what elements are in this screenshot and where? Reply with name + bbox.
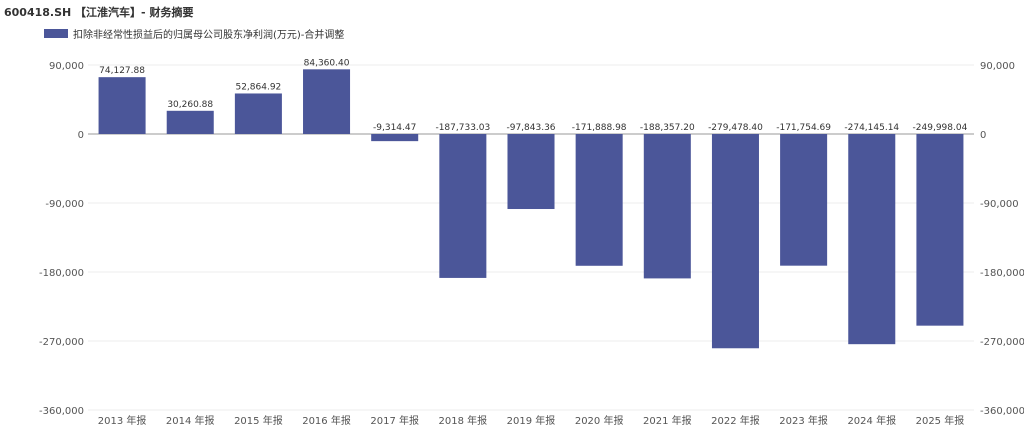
x-tick-label: 2014 年报 [166, 414, 215, 427]
x-tick-label: 2025 年报 [916, 414, 965, 427]
bar [916, 134, 964, 326]
x-tick-label: 2013 年报 [98, 414, 147, 427]
chart-title: 600418.SH 【江淮汽车】- 财务摘要 [4, 6, 194, 19]
y-tick-label-right: -90,000 [980, 199, 1019, 210]
y-tick-label-right: -180,000 [980, 268, 1024, 279]
data-label: -279,478.40 [708, 123, 763, 133]
bar [439, 134, 487, 278]
data-label: -171,754.69 [776, 123, 831, 133]
x-tick-label: 2017 年报 [370, 414, 419, 427]
bar [371, 134, 419, 142]
x-tick-label: 2020 年报 [575, 414, 624, 427]
bar [303, 69, 351, 134]
x-tick-label: 2015 年报 [234, 414, 283, 427]
data-label: -249,998.04 [913, 123, 968, 133]
y-tick-label-left: -180,000 [39, 268, 84, 279]
y-tick-label-left: 90,000 [49, 61, 84, 72]
bar [166, 110, 214, 134]
legend-swatch [44, 29, 68, 38]
y-tick-label-left: 0 [78, 130, 84, 141]
x-tick-label: 2016 年报 [302, 414, 351, 427]
bar [711, 134, 759, 349]
bar [234, 93, 282, 134]
data-label: -9,314.47 [373, 123, 416, 133]
chart-legend[interactable]: 扣除非经常性损益后的归属母公司股东净利润(万元)-合并调整 [44, 26, 344, 41]
bar [780, 134, 828, 266]
data-label: -171,888.98 [572, 123, 627, 133]
bar [643, 134, 691, 279]
y-tick-label-right: -270,000 [980, 337, 1024, 348]
x-tick-label: 2018 年报 [439, 414, 488, 427]
bar [848, 134, 896, 345]
bar [575, 134, 623, 266]
y-tick-label-right: 0 [980, 130, 986, 141]
x-tick-label: 2022 年报 [711, 414, 760, 427]
data-label: -187,733.03 [435, 123, 490, 133]
y-tick-label-left: -360,000 [39, 406, 84, 417]
data-label: -97,843.36 [506, 123, 555, 133]
data-label: -274,145.14 [844, 123, 899, 133]
bar [507, 134, 555, 210]
data-label: 84,360.40 [304, 58, 350, 68]
y-tick-label-left: -270,000 [39, 337, 84, 348]
data-label: -188,357.20 [640, 123, 695, 133]
x-tick-label: 2023 年报 [779, 414, 828, 427]
x-tick-label: 2019 年报 [507, 414, 556, 427]
y-tick-label-left: -90,000 [45, 199, 84, 210]
legend-label: 扣除非经常性损益后的归属母公司股东净利润(万元)-合并调整 [73, 30, 345, 41]
data-label: 74,127.88 [99, 66, 145, 76]
bar [98, 77, 146, 134]
x-tick-label: 2021 年报 [643, 414, 692, 427]
x-tick-label: 2024 年报 [847, 414, 896, 427]
data-label: 30,260.88 [167, 100, 213, 110]
data-label: 52,864.92 [235, 82, 281, 92]
y-tick-label-right: -360,000 [980, 406, 1024, 417]
y-tick-label-right: 90,000 [980, 61, 1015, 72]
